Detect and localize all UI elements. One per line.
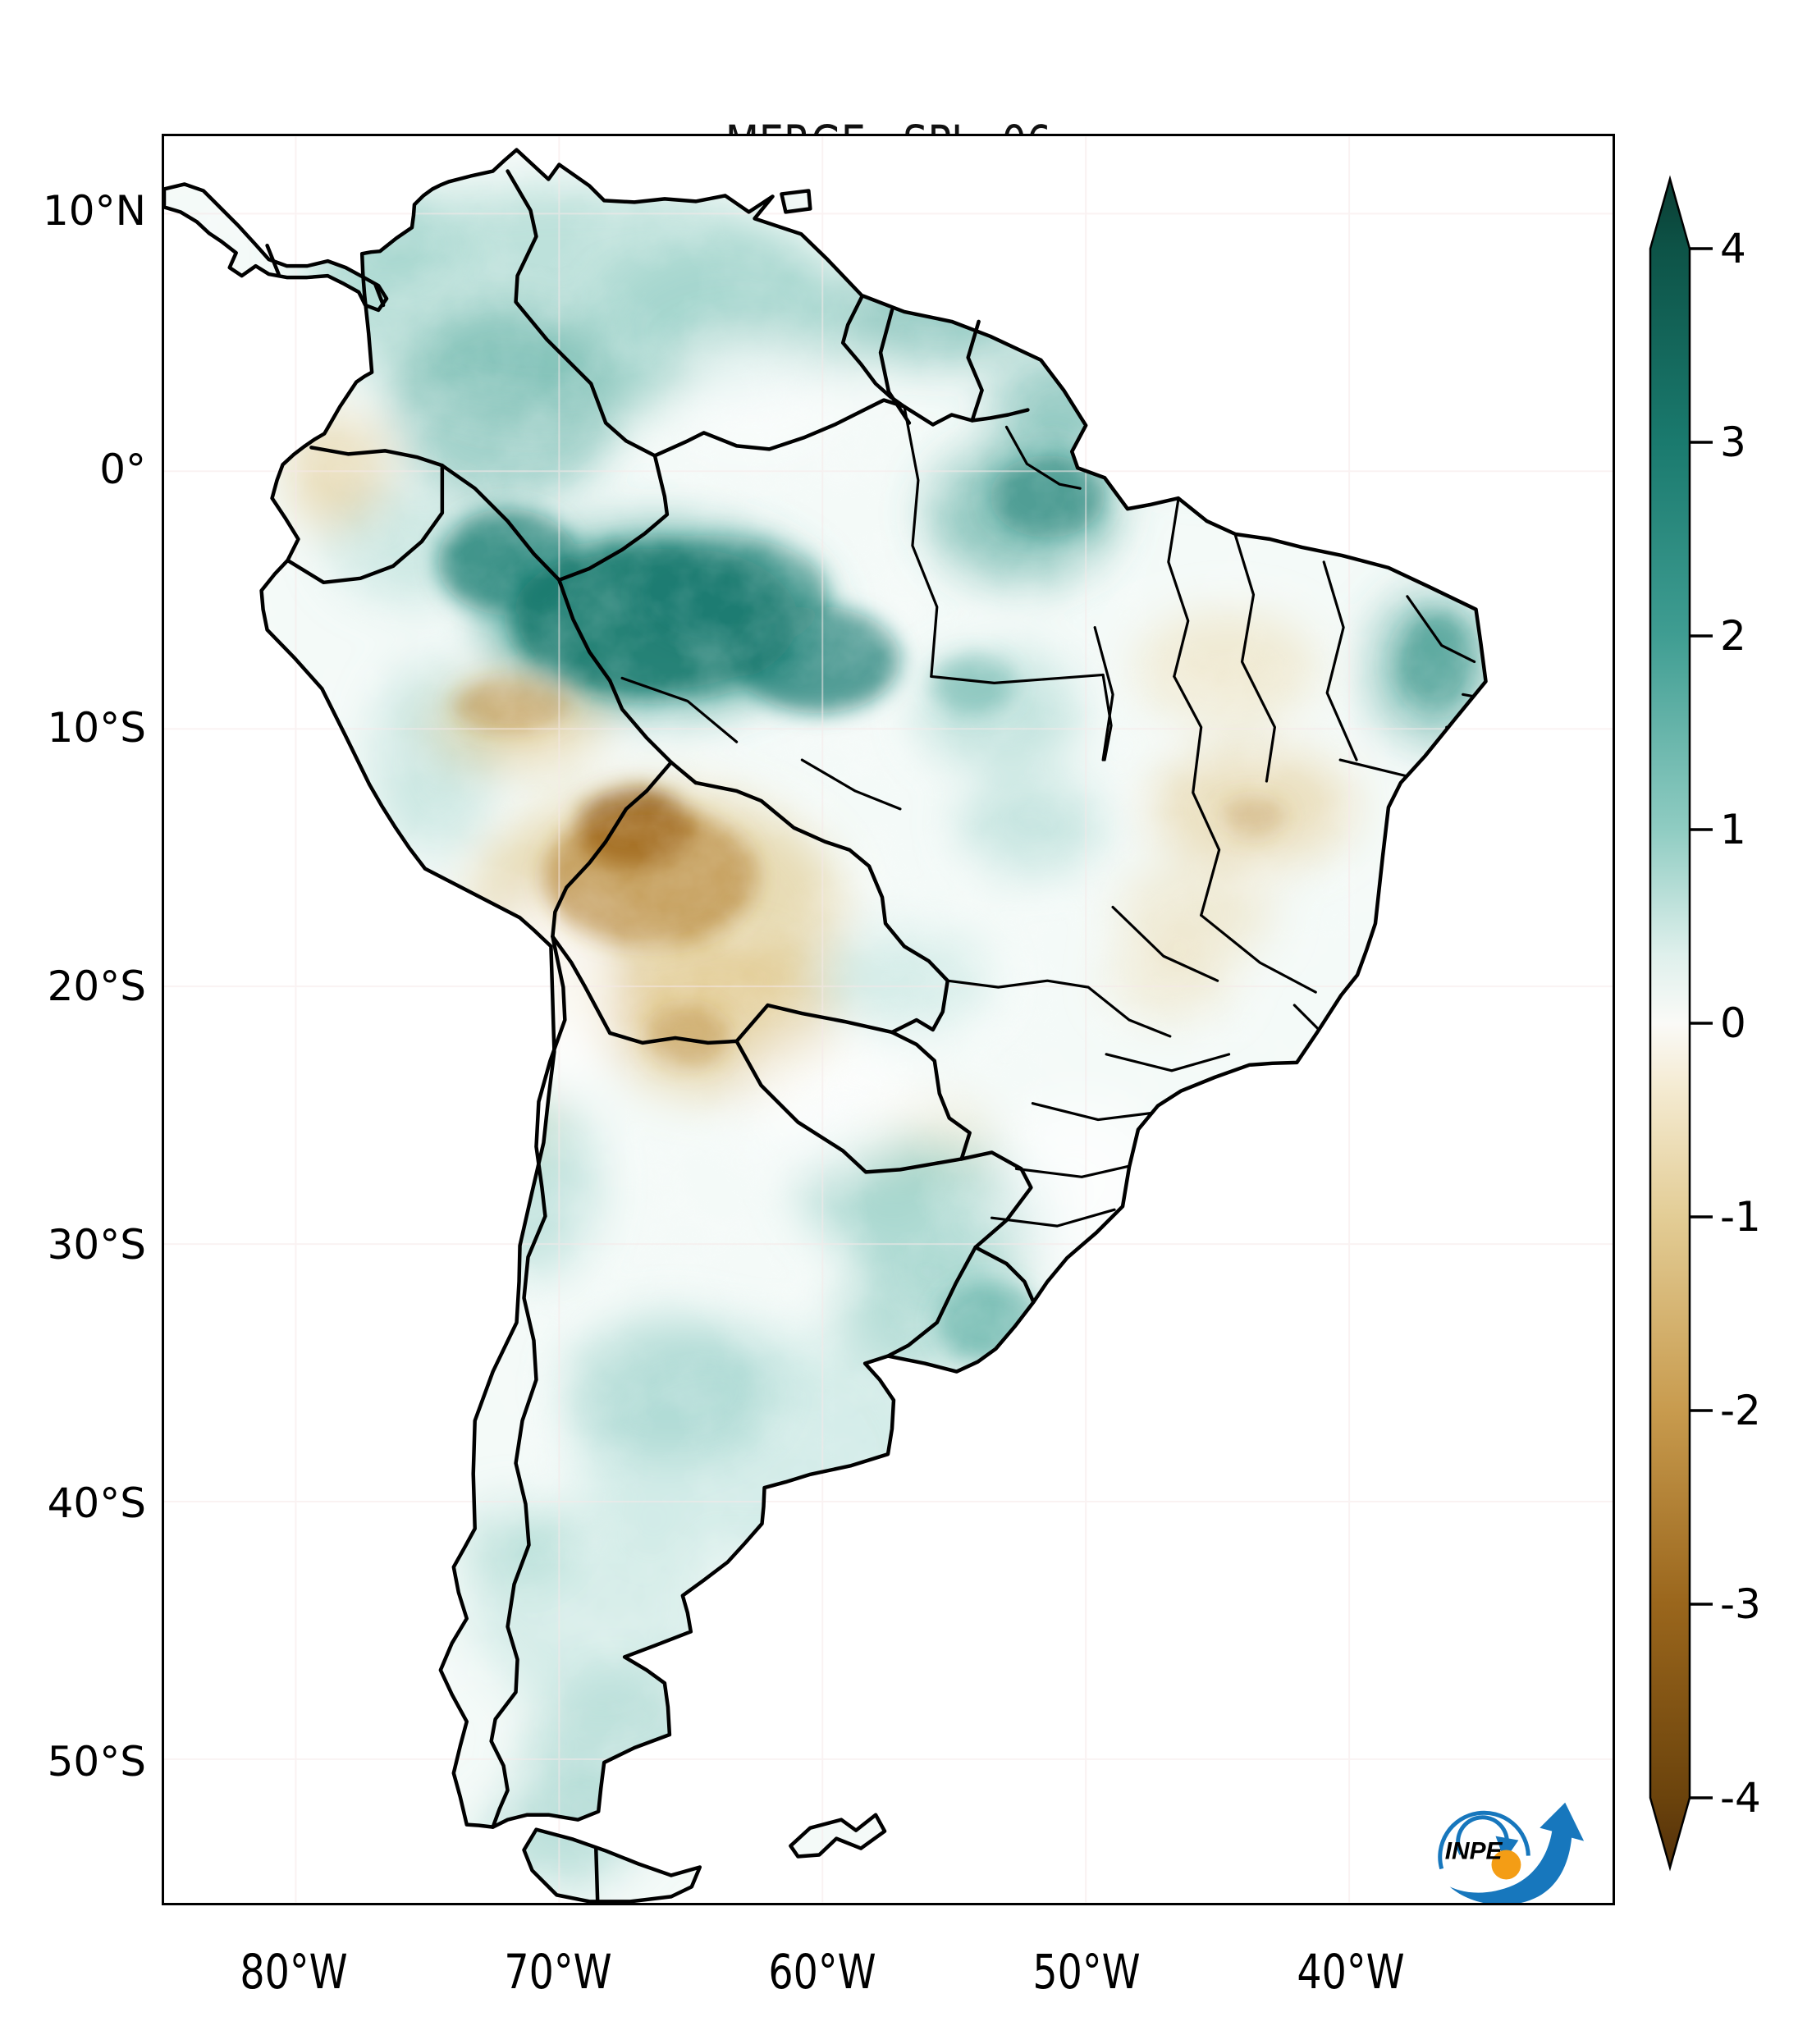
cb-tick-1: 1 [1720, 806, 1746, 853]
x-tick-60w: 60°W [768, 1944, 876, 2000]
colorbar-tick-marks [1690, 247, 1713, 1799]
inpe-logo-orange-dot [1491, 1850, 1521, 1880]
y-tick-10n: 10°N [42, 187, 146, 235]
inpe-logo: INPE [1438, 1802, 1585, 1903]
y-tick-10s: 10°S [47, 704, 146, 752]
x-tick-50w: 50°W [1032, 1944, 1141, 2000]
cb-tick-2: 2 [1720, 612, 1746, 660]
graticule [164, 136, 1613, 1903]
cb-tick-0: 0 [1720, 999, 1746, 1047]
y-tick-20s: 20°S [47, 963, 146, 1010]
y-tick-0: 0° [99, 446, 146, 493]
country-borders [265, 169, 1036, 1903]
y-tick-50s: 50°S [47, 1738, 146, 1786]
x-tick-80w: 80°W [240, 1944, 348, 2000]
cb-tick-m1: -1 [1720, 1193, 1761, 1241]
south-america-map: INPE [164, 136, 1613, 1903]
cb-tick-3: 3 [1720, 418, 1746, 466]
cb-tick-m4: -4 [1720, 1774, 1761, 1822]
coastline-borders [164, 148, 1488, 1903]
y-tick-40s: 40°S [47, 1479, 146, 1527]
map-panel: INPE [162, 134, 1615, 1905]
y-tick-30s: 30°S [47, 1221, 146, 1269]
inpe-logo-text: INPE [1445, 1838, 1503, 1865]
cb-tick-m3: -3 [1720, 1580, 1761, 1628]
x-tick-70w: 70°W [504, 1944, 612, 2000]
cb-tick-m2: -2 [1720, 1387, 1761, 1434]
cb-tick-4: 4 [1720, 225, 1746, 272]
x-tick-40w: 40°W [1297, 1944, 1405, 2000]
colorbar-gradient-bar [1649, 175, 1691, 1872]
colorbar [1649, 175, 1713, 1872]
